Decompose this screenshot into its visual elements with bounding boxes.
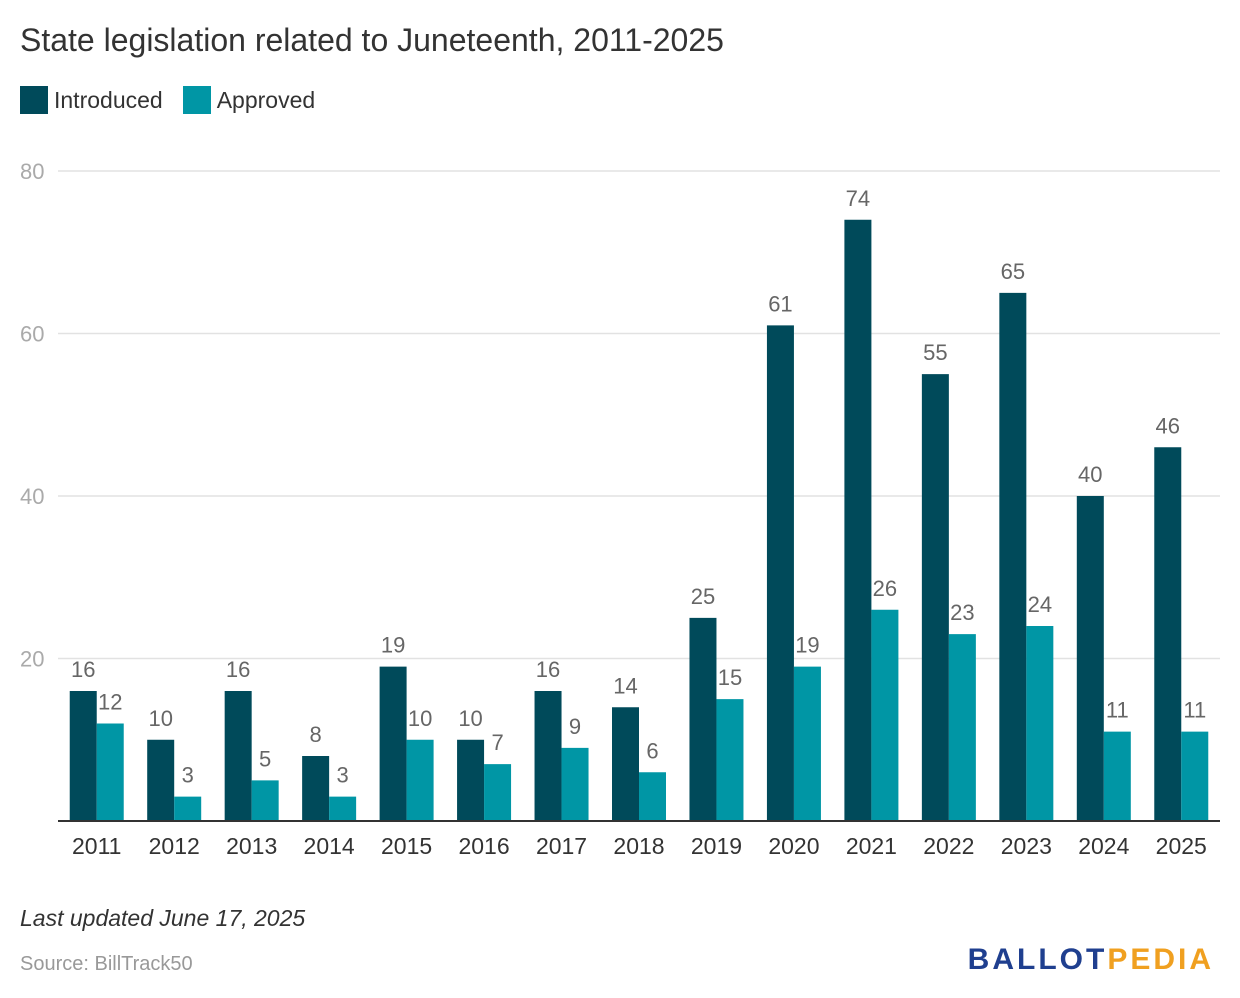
bar-approved-2012 — [174, 796, 202, 821]
bar-introduced-2015 — [379, 666, 407, 821]
x-tick-label-2023: 2023 — [1001, 833, 1052, 859]
bar-introduced-2019 — [689, 617, 717, 821]
x-tick-label-2016: 2016 — [458, 833, 509, 859]
data-label-introduced-2011: 16 — [71, 657, 95, 682]
x-tick-label-2019: 2019 — [691, 833, 742, 859]
data-label-approved-2023: 24 — [1028, 592, 1052, 617]
data-label-approved-2012: 3 — [182, 763, 194, 788]
data-label-approved-2020: 19 — [795, 633, 819, 658]
data-label-introduced-2018: 14 — [613, 673, 637, 698]
data-label-approved-2013: 5 — [259, 746, 271, 771]
data-label-introduced-2021: 74 — [846, 186, 870, 211]
brand-part-2: PEDIA — [1107, 943, 1214, 976]
bar-introduced-2022 — [921, 374, 949, 821]
ballotpedia-logo[interactable]: BALLOTPEDIA — [968, 943, 1214, 977]
bar-approved-2020 — [793, 666, 821, 821]
bar-introduced-2016 — [457, 739, 485, 821]
bar-chart: 2040608016122011103201216520138320141910… — [20, 159, 1220, 859]
bar-introduced-2014 — [302, 756, 330, 821]
x-tick-label-2021: 2021 — [846, 833, 897, 859]
x-tick-label-2025: 2025 — [1156, 833, 1207, 859]
data-label-introduced-2024: 40 — [1078, 462, 1102, 487]
data-label-approved-2024: 11 — [1106, 698, 1129, 723]
y-tick-label-80: 80 — [20, 159, 44, 184]
x-tick-label-2013: 2013 — [226, 833, 277, 859]
x-tick-label-2012: 2012 — [149, 833, 200, 859]
data-label-approved-2022: 23 — [950, 600, 974, 625]
data-label-approved-2011: 12 — [98, 690, 122, 715]
bar-approved-2025 — [1181, 731, 1209, 821]
data-label-approved-2014: 3 — [337, 763, 349, 788]
data-label-approved-2025: 11 — [1183, 698, 1206, 723]
bar-introduced-2013 — [224, 691, 252, 821]
data-label-introduced-2023: 65 — [1001, 259, 1025, 284]
bar-approved-2013 — [251, 780, 279, 821]
bar-approved-2022 — [948, 634, 976, 821]
legend-swatch-approved — [182, 86, 211, 114]
legend: Introduced Approved — [20, 86, 335, 114]
bar-approved-2016 — [484, 764, 512, 821]
last-updated-note: Last updated June 17, 2025 — [20, 905, 306, 931]
legend-item-introduced[interactable]: Introduced — [20, 86, 163, 114]
bar-introduced-2020 — [766, 325, 794, 821]
bar-approved-2014 — [329, 796, 357, 821]
bar-introduced-2017 — [534, 691, 562, 821]
data-label-introduced-2019: 25 — [691, 584, 715, 609]
bar-approved-2017 — [561, 747, 589, 821]
data-label-introduced-2013: 16 — [226, 657, 250, 682]
data-label-introduced-2016: 10 — [458, 706, 482, 731]
brand-part-1: BALLOT — [967, 943, 1108, 976]
bar-approved-2018 — [639, 772, 666, 821]
data-label-approved-2017: 9 — [569, 714, 581, 739]
data-label-approved-2016: 7 — [491, 730, 503, 755]
source-note: Source: BillTrack50 — [20, 953, 193, 975]
bar-introduced-2025 — [1154, 447, 1182, 821]
chart-title: State legislation related to Juneteenth,… — [20, 22, 724, 58]
data-label-introduced-2015: 19 — [381, 633, 405, 658]
y-tick-label-60: 60 — [20, 322, 44, 347]
bar-approved-2015 — [406, 739, 434, 821]
data-label-approved-2019: 15 — [718, 665, 742, 690]
legend-swatch-introduced — [20, 86, 48, 114]
legend-item-approved[interactable]: Approved — [182, 86, 316, 114]
bar-introduced-2023 — [999, 292, 1027, 821]
x-tick-label-2014: 2014 — [304, 833, 355, 859]
data-label-approved-2015: 10 — [408, 706, 432, 731]
data-label-introduced-2025: 46 — [1156, 413, 1180, 438]
data-label-approved-2018: 6 — [646, 738, 658, 763]
data-label-approved-2021: 26 — [873, 576, 897, 601]
bar-introduced-2021 — [844, 219, 872, 821]
y-tick-label-20: 20 — [20, 647, 44, 672]
bar-approved-2023 — [1026, 626, 1054, 821]
legend-label-approved: Approved — [216, 86, 316, 113]
data-label-introduced-2020: 61 — [768, 291, 792, 316]
x-tick-label-2017: 2017 — [536, 833, 587, 859]
bar-approved-2021 — [871, 609, 899, 821]
x-tick-label-2024: 2024 — [1078, 833, 1129, 859]
x-tick-label-2015: 2015 — [381, 833, 432, 859]
legend-label-introduced: Introduced — [54, 86, 163, 113]
x-tick-label-2011: 2011 — [72, 833, 121, 859]
bar-introduced-2012 — [147, 739, 175, 821]
data-label-introduced-2022: 55 — [923, 340, 947, 365]
y-tick-label-40: 40 — [20, 484, 44, 509]
bar-approved-2019 — [716, 699, 744, 821]
data-label-introduced-2017: 16 — [536, 657, 560, 682]
x-tick-label-2020: 2020 — [768, 833, 819, 859]
bar-introduced-2011 — [69, 691, 97, 821]
data-label-introduced-2012: 10 — [148, 706, 172, 731]
bar-introduced-2024 — [1076, 496, 1104, 821]
bar-approved-2024 — [1103, 731, 1131, 821]
bar-approved-2011 — [96, 723, 124, 821]
data-label-introduced-2014: 8 — [310, 722, 322, 747]
bar-introduced-2018 — [612, 707, 639, 821]
x-tick-label-2022: 2022 — [923, 833, 974, 859]
x-tick-label-2018: 2018 — [613, 833, 664, 859]
